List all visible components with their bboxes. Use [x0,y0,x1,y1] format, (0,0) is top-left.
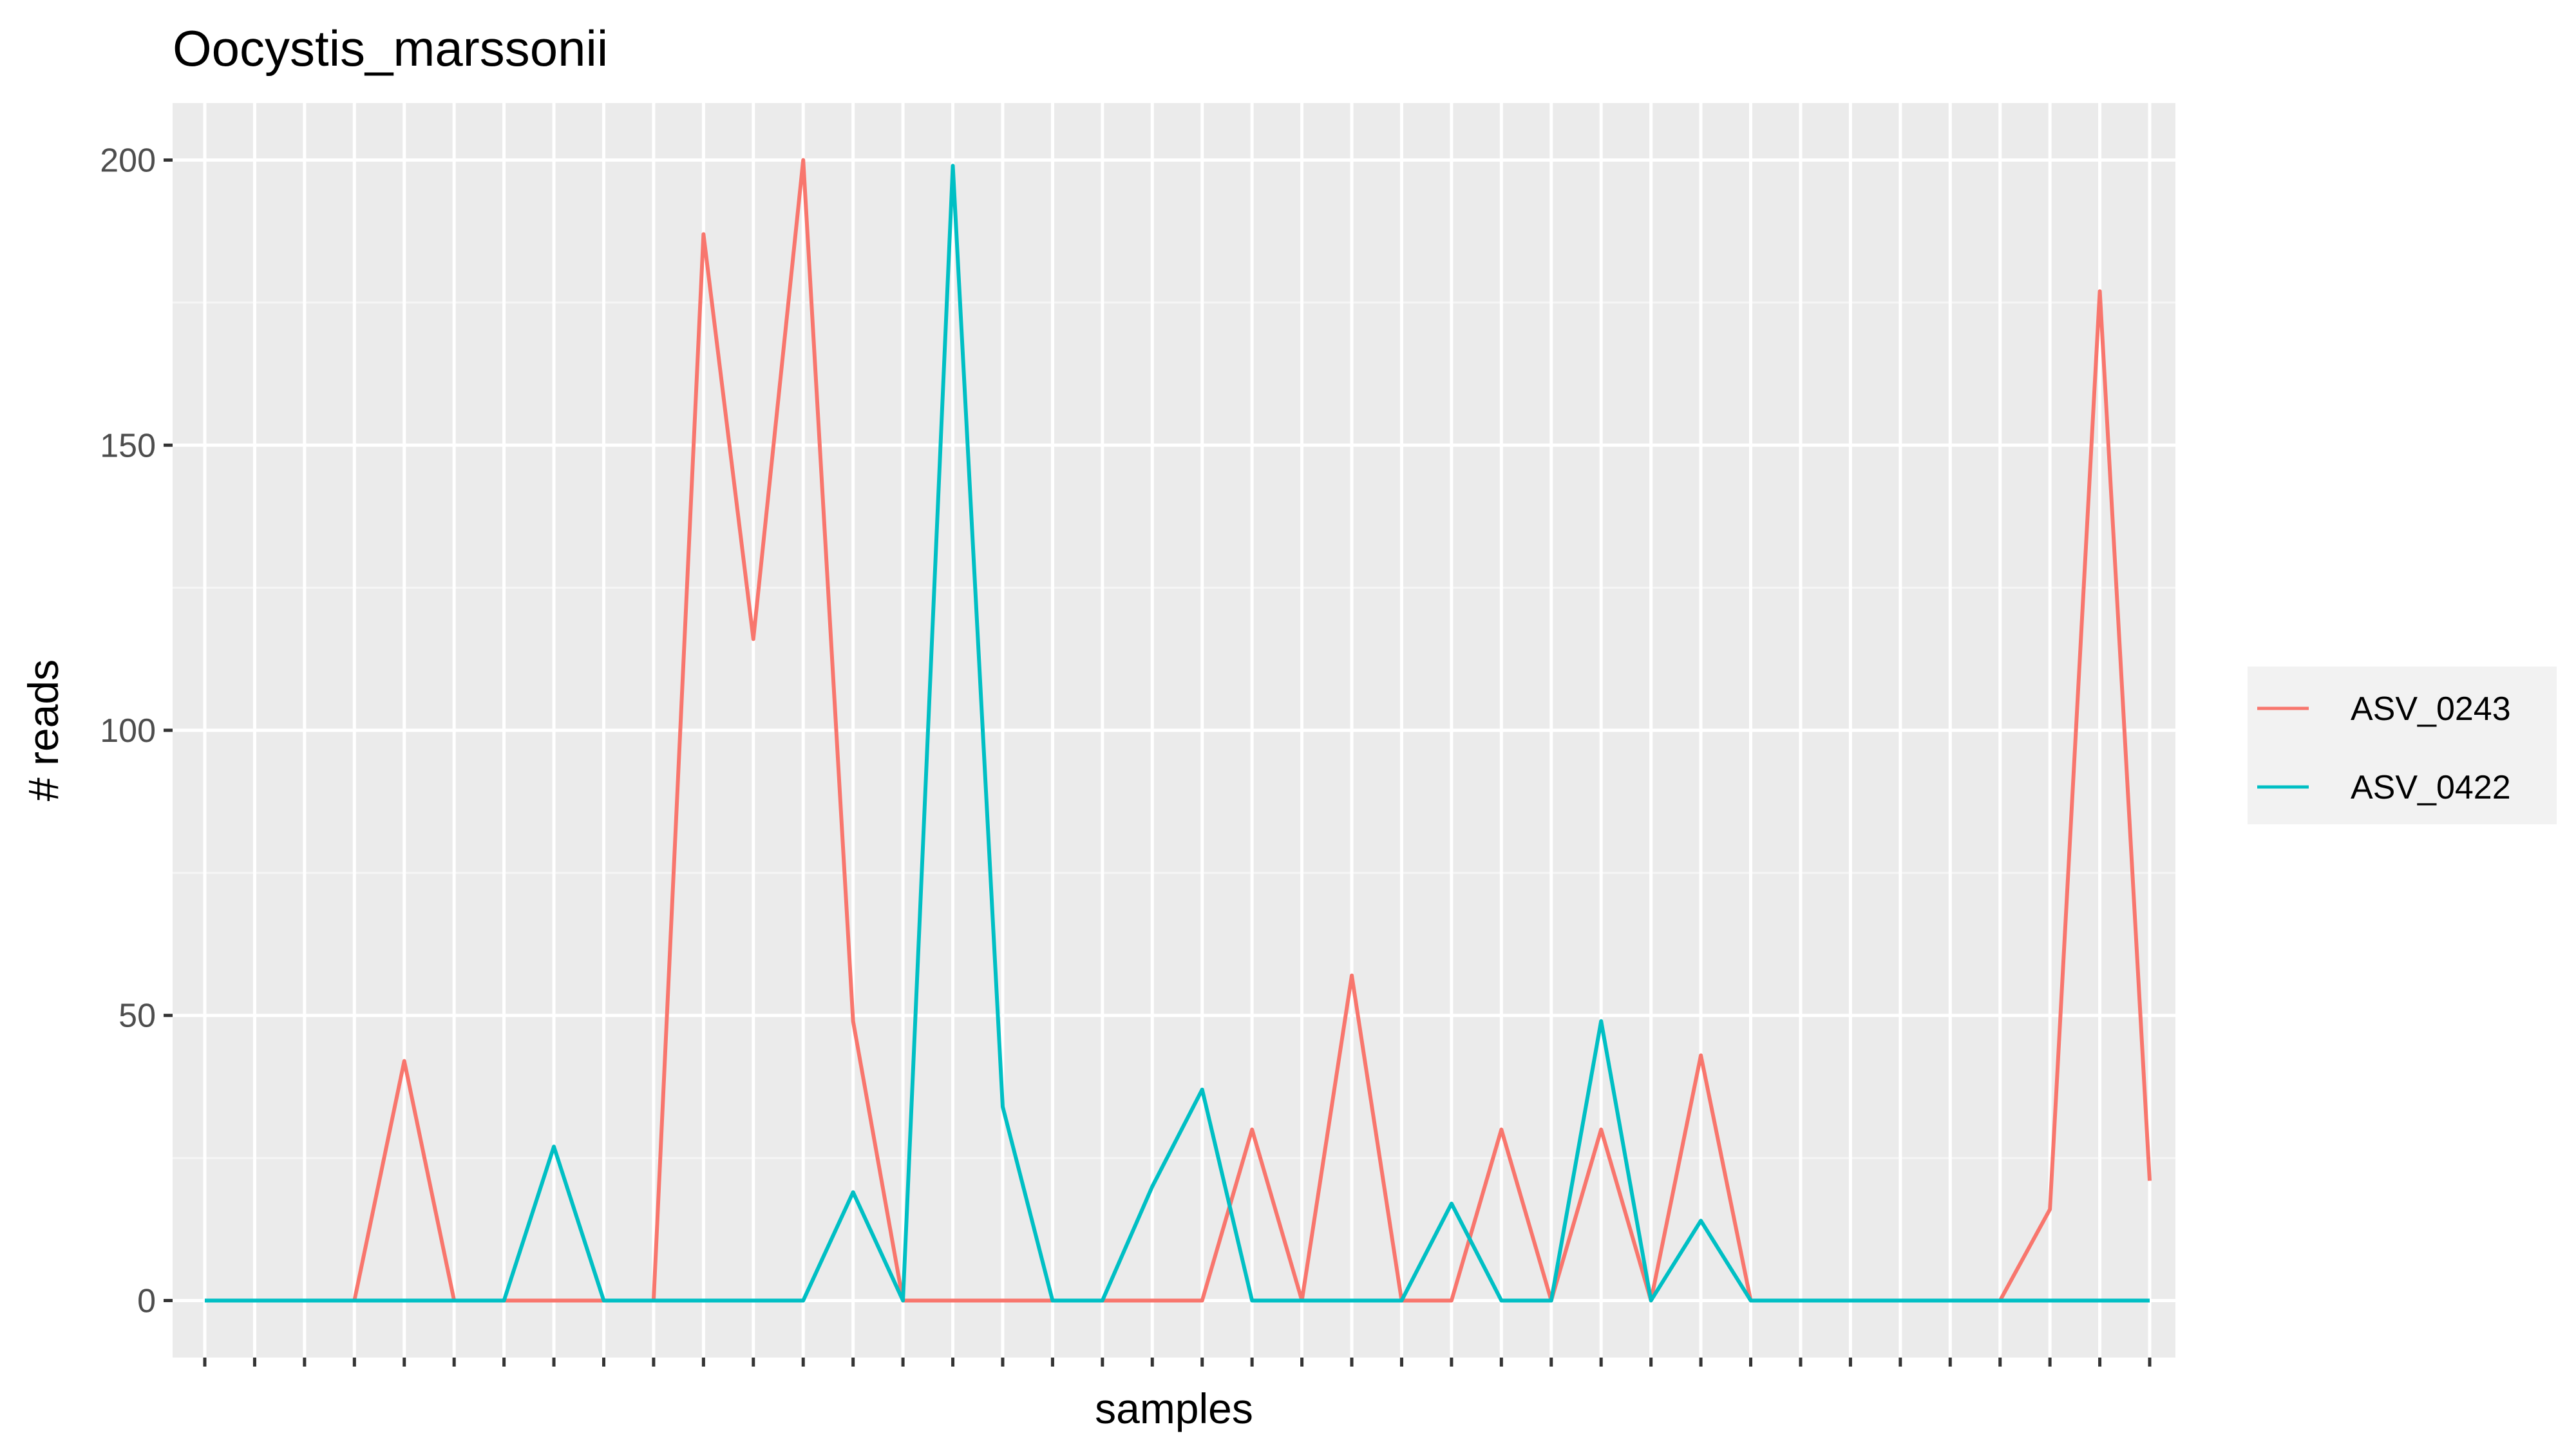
y-tick-label: 150 [100,427,156,464]
series-line-asv-0422 [205,164,2150,1303]
chart-title: Oocystis_marssonii [173,20,608,77]
legend-label-asv-0243: ASV_0243 [2351,690,2511,728]
y-tick-label: 200 [100,142,156,180]
x-axis-title: samples [1095,1385,1253,1432]
legend-key-background [2248,670,2318,741]
y-tick-label: 100 [100,712,156,750]
y-tick-label: 50 [118,998,156,1035]
y-axis: 0 50 100 150 200 [100,142,173,1320]
y-axis-title: # reads [19,659,67,801]
major-gridlines [173,103,2175,1358]
legend-item-asv-0422: ASV_0422 [2248,748,2511,819]
legend-key-background [2248,748,2318,819]
minor-gridlines [173,301,2175,1159]
legend: ASV_0243 ASV_0422 [2248,667,2557,824]
x-axis [203,1358,2152,1367]
y-tick-label: 0 [137,1282,156,1320]
legend-item-asv-0243: ASV_0243 [2248,670,2511,741]
legend-label-asv-0422: ASV_0422 [2351,769,2511,806]
series-layer [205,158,2152,1303]
